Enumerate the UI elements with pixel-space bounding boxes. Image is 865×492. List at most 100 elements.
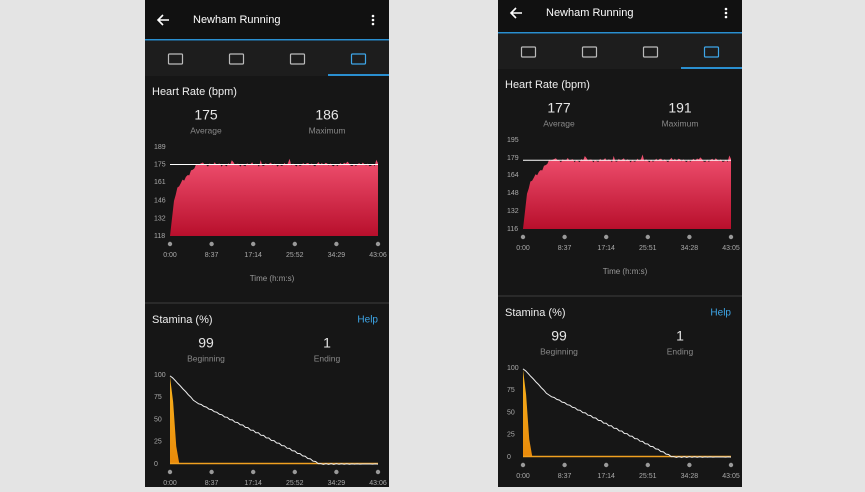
x-tick-dot: [251, 469, 256, 475]
x-tick-label: 43:05: [722, 245, 740, 252]
x-tick-dot: [604, 462, 609, 468]
x-tick-dot: [292, 469, 297, 475]
x-tick-label: 0:00: [163, 252, 177, 259]
menu-dot: [724, 11, 728, 15]
stat-label: Beginning: [187, 353, 225, 363]
heart-rate-area: [523, 154, 731, 229]
stat-value: 177: [547, 100, 571, 116]
x-tick-dot: [375, 469, 381, 475]
section-title: Heart Rate (bpm): [505, 79, 590, 91]
tab-bar: [145, 41, 389, 76]
y-tick-label: 118: [154, 233, 165, 240]
stat-label: Ending: [314, 353, 341, 363]
app-bar-divider: [498, 32, 742, 34]
x-tick-dot: [209, 241, 214, 247]
x-tick-label: 17:14: [597, 473, 615, 480]
x-tick-label: 25:51: [639, 245, 657, 252]
y-tick-label: 116: [507, 226, 518, 233]
x-tick-dot: [604, 234, 609, 240]
x-tick-label: 17:14: [244, 252, 262, 259]
app-bar: [145, 0, 389, 40]
y-tick-label: 75: [507, 387, 515, 394]
tab-icon[interactable]: [642, 46, 659, 58]
x-tick-dot: [251, 241, 256, 247]
y-tick-label: 148: [507, 190, 519, 197]
stat-value: 175: [194, 107, 218, 123]
x-tick-label: 8:37: [558, 473, 572, 480]
x-tick-label: 8:37: [205, 480, 219, 487]
x-tick-label: 43:05: [722, 473, 740, 480]
active-tab-indicator: [681, 67, 742, 69]
app-bar: [498, 0, 742, 33]
menu-dot: [371, 22, 375, 26]
x-tick-label: 0:00: [516, 473, 530, 480]
stat-value: 186: [315, 107, 339, 123]
stat-label: Average: [190, 125, 222, 135]
x-tick-label: 34:28: [681, 473, 699, 480]
app-title: Newham Running: [546, 7, 633, 19]
y-tick-label: 195: [507, 137, 519, 144]
y-tick-label: 132: [507, 208, 519, 215]
tab-icon[interactable]: [581, 46, 598, 58]
help-link[interactable]: Help: [357, 315, 378, 326]
stat-label: Maximum: [662, 118, 699, 128]
back-button[interactable]: [156, 14, 169, 26]
x-tick-dot: [209, 469, 214, 475]
stat-label: Average: [543, 118, 575, 128]
stat-value: 191: [668, 100, 692, 116]
stat-label: Beginning: [540, 346, 578, 356]
y-tick-label: 100: [507, 365, 519, 372]
stat-label: Maximum: [309, 125, 346, 135]
tab-icon[interactable]: [350, 53, 367, 65]
x-tick-label: 8:37: [558, 245, 572, 252]
tab-icon[interactable]: [520, 46, 537, 58]
tab-icon[interactable]: [289, 53, 306, 65]
x-tick-label: 17:14: [244, 480, 262, 487]
menu-dot: [371, 18, 375, 22]
x-tick-dot: [687, 234, 692, 240]
x-tick-dot: [375, 241, 381, 247]
y-tick-label: 100: [154, 372, 166, 379]
app-title: Newham Running: [193, 14, 280, 26]
x-tick-dot: [167, 241, 173, 247]
stat-value: 1: [323, 335, 331, 351]
active-tab-indicator: [328, 74, 389, 76]
menu-dot: [724, 7, 728, 11]
stamina-potential-area: [523, 369, 533, 457]
section-title: Stamina (%): [505, 307, 566, 319]
x-tick-dot: [728, 462, 734, 468]
tab-icon[interactable]: [703, 46, 720, 58]
tab-bar: [498, 34, 742, 69]
y-tick-label: 50: [507, 409, 515, 416]
menu-button[interactable]: [724, 7, 728, 19]
tab-icon[interactable]: [228, 53, 245, 65]
x-tick-label: 34:28: [681, 245, 699, 252]
x-tick-label: 25:52: [286, 252, 304, 259]
heart-rate-area: [170, 158, 378, 236]
menu-button[interactable]: [371, 14, 375, 26]
x-tick-dot: [167, 469, 173, 475]
x-tick-label: 34:29: [328, 480, 346, 487]
x-tick-label: 0:00: [163, 480, 177, 487]
stat-label: Ending: [667, 346, 694, 356]
screen-background: [145, 0, 389, 487]
x-tick-label: 0:00: [516, 245, 530, 252]
back-button[interactable]: [509, 7, 522, 19]
app-bar-divider: [145, 39, 389, 41]
y-tick-label: 179: [507, 155, 519, 162]
y-tick-label: 50: [154, 416, 162, 423]
phone-screen: Newham Running Heart Rate (bpm) 177 Average…: [498, 0, 742, 487]
x-tick-label: 25:52: [286, 480, 304, 487]
stamina-line: [522, 368, 732, 458]
x-tick-label: 34:29: [328, 252, 346, 259]
section-title: Heart Rate (bpm): [152, 86, 237, 98]
y-tick-label: 161: [154, 179, 166, 186]
tab-icon[interactable]: [167, 53, 184, 65]
x-tick-dot: [728, 234, 734, 240]
x-tick-dot: [687, 462, 692, 468]
help-link[interactable]: Help: [710, 308, 731, 319]
y-tick-label: 189: [154, 144, 166, 151]
y-tick-label: 146: [154, 198, 166, 205]
x-tick-label: 17:14: [597, 245, 615, 252]
